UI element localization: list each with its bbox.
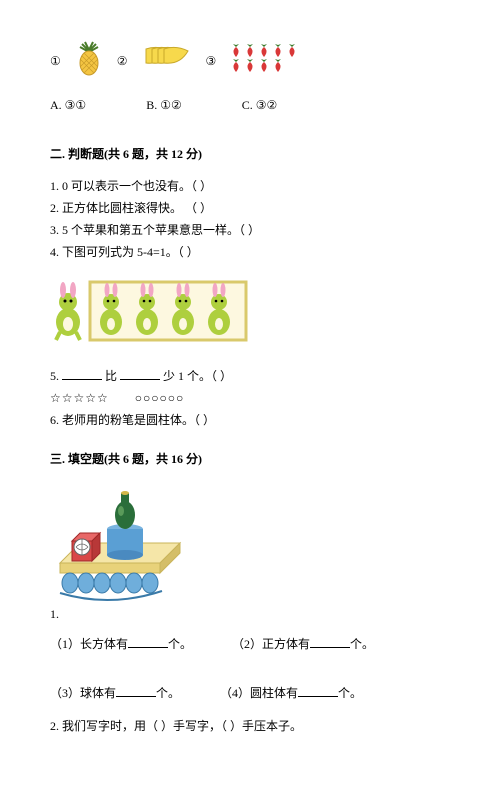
q1-1-unit: 个。 [168,637,192,651]
fill-q2: 2. 我们写字时，用（ ）手写字，（ ）手压本子。 [50,717,450,736]
shapes-figure [50,483,450,619]
q1-4-unit: 个。 [338,686,362,700]
option-1-label: ① [50,52,61,71]
q1-1-label: （1）长方体有 [50,637,128,651]
q1-1-blank [128,635,168,648]
q1-3-unit: 个。 [156,686,180,700]
choice-a: A. ③① [50,96,86,115]
pineapple-icon [75,40,103,82]
q1-2-blank [310,635,350,648]
star-circle-row: ☆☆☆☆☆ ○○○○○○ [50,389,450,408]
choice-c: C. ③② [242,96,278,115]
judge-q4: 4. 下图可列式为 5-4=1。（ ） [50,243,450,262]
section-3-title: 三. 填空题(共 6 题，共 16 分) [50,450,450,469]
q5-text2: 少 1 个。（ ） [163,369,232,383]
option-3-label: ③ [206,52,217,71]
q5-blank2 [120,367,160,380]
q1-sub4: （4）圆柱体有 个。 [220,684,362,703]
q1-sub3: （3）球体有 个。 [50,684,180,703]
q5-blank1 [62,367,102,380]
q5-num: 5. [50,369,59,383]
q1-2-label: （2）正方体有 [232,637,310,651]
q1-4-label: （4）圆柱体有 [220,686,298,700]
choice-b: B. ①② [146,96,182,115]
q1-sub1: （1）长方体有 个。 [50,635,192,654]
section-2-title: 二. 判断题(共 6 题，共 12 分) [50,145,450,164]
stars-icon: ☆☆☆☆☆ [50,389,109,408]
q1-4-blank [298,684,338,697]
circles-icon: ○○○○○○ [135,389,185,408]
judge-q2: 2. 正方体比圆柱滚得快。 （ ） [50,199,450,218]
judge-q5: 5. 比 少 1 个。（ ） [50,367,450,386]
q1-3-blank [116,684,156,697]
fill-q1: 1. （1）长方体有个。 （2）正方体有个。 （3）球体有个。 （4）圆柱体有个… [50,483,450,703]
fruit-options-row: ① ② ③ [50,40,450,82]
answer-choices: A. ③① B. ①② C. ③② [50,96,450,115]
fill-q1-grid: （1）长方体有个。 （2）正方体有个。 （3）球体有个。 （4）圆柱体有个。 [50,635,450,703]
q1-2-unit: 个。 [350,637,374,651]
judge-q1: 1. 0 可以表示一个也没有。（ ） [50,177,450,196]
option-2-label: ② [117,52,128,71]
q1-sub2: （2）正方体有 个。 [232,635,374,654]
q5-text1: 比 [105,369,117,383]
judge-q6: 6. 老师用的粉笔是圆柱体。（ ） [50,411,450,430]
bunnies-figure [50,276,450,352]
judge-q3: 3. 5 个苹果和第五个苹果意思一样。（ ） [50,221,450,240]
bananas-icon [142,43,192,79]
q1-3-label: （3）球体有 [50,686,116,700]
strawberries-icon [230,43,302,79]
